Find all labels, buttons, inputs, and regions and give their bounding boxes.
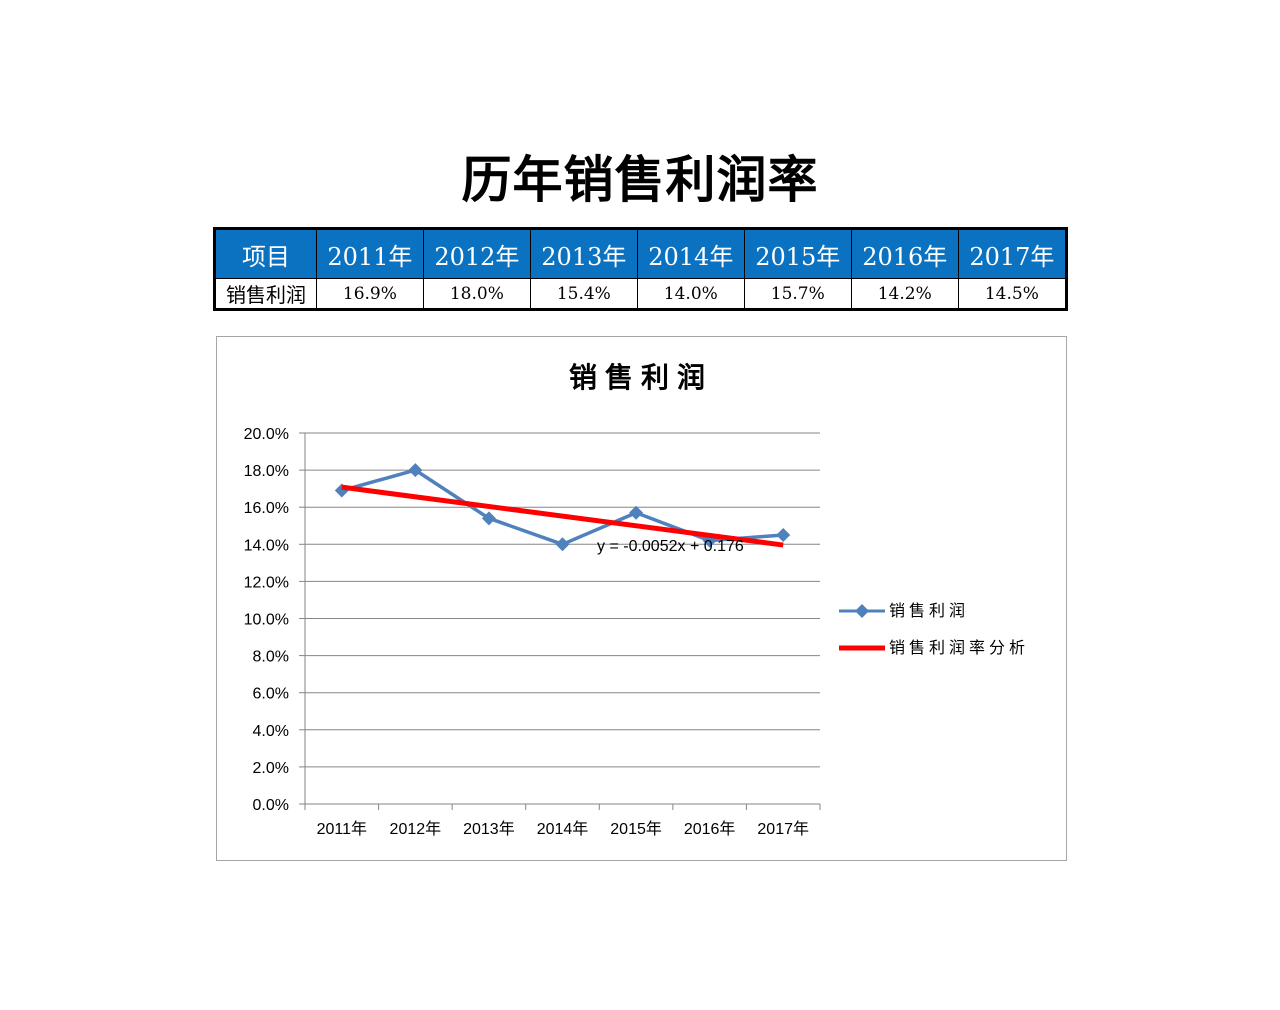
data-point-marker [776,528,791,543]
axes: 0.0% 2.0% 4.0% 6.0% 8.0% 10.0% 12.0% 14.0% 16.0%… [244,426,821,838]
y-tick-label: 2.0% [253,760,289,777]
table-header-year: 2011年 [315,228,424,279]
table-cell: 14.2% [850,278,959,310]
legend-diamond-icon [855,604,869,618]
table-header-year: 2014年 [636,228,745,279]
chart-title: 销售利润 [569,361,713,394]
chart-area: 销售利润 0.0% 2.0% 4.0% 6.0% 8.0% 10.0% 12.0% 14.0%… [216,336,1067,861]
y-tick-label: 4.0% [253,723,289,740]
y-tick-label: 20.0% [244,426,289,443]
trendline-group [341,484,784,548]
data-point-marker [481,511,496,526]
table-row-label: 销售利润 [214,278,317,310]
table-header-year: 2017年 [957,228,1068,279]
profit-table: 项目 2011年 2012年 2013年 2014年 2015年 2016年 2… [213,227,1068,311]
x-tick-label: 2015年 [610,820,662,838]
table-header-year: 2013年 [529,228,638,279]
table-cell: 16.9% [315,278,424,310]
legend: 销售利润 销售利润率分析 [839,601,1029,657]
x-tick-label: 2016年 [684,820,736,838]
y-tick-label: 16.0% [244,500,289,517]
data-point-marker [555,537,570,552]
table-row: 销售利润 16.9% 18.0% 15.4% 14.0% 15.7% 14.2%… [214,278,1068,310]
table-cell: 15.7% [743,278,852,310]
table-cell: 18.0% [422,278,531,310]
page-title: 历年销售利润率 [461,151,819,209]
x-tick-label: 2011年 [317,820,367,838]
x-tick-label: 2013年 [463,820,515,838]
table-header-year: 2012年 [422,228,531,279]
table-cell: 14.5% [957,278,1068,310]
table-header-year: 2016年 [850,228,959,279]
y-tick-label: 8.0% [253,649,289,666]
y-tick-label: 6.0% [253,686,289,703]
trendline-equation: y = -0.0052x + 0.176 [597,538,744,555]
table-cell: 15.4% [529,278,638,310]
data-point-marker [629,505,644,520]
legend-label-series: 销售利润 [889,601,969,620]
trendline [341,484,784,548]
y-tick-label: 18.0% [244,463,289,480]
table-header-row: 项目 2011年 2012年 2013年 2014年 2015年 2016年 2… [214,228,1068,279]
line-chart: 销售利润 0.0% 2.0% 4.0% 6.0% 8.0% 10.0% 12.0% 14.0%… [244,361,1029,838]
x-tick-label: 2017年 [757,820,809,838]
x-tick-label: 2012年 [390,820,442,838]
table-header-year: 2015年 [743,228,852,279]
y-tick-label: 10.0% [244,612,289,629]
gridlines [305,432,820,768]
x-tick-label: 2014年 [537,820,589,838]
y-tick-label: 0.0% [253,797,289,814]
y-tick-label: 14.0% [244,537,289,554]
data-point-marker [408,463,423,478]
y-tick-label: 12.0% [244,574,289,591]
legend-label-trendline: 销售利润率分析 [889,638,1029,657]
table-cell: 14.0% [636,278,745,310]
table-header-label: 项目 [214,228,317,279]
